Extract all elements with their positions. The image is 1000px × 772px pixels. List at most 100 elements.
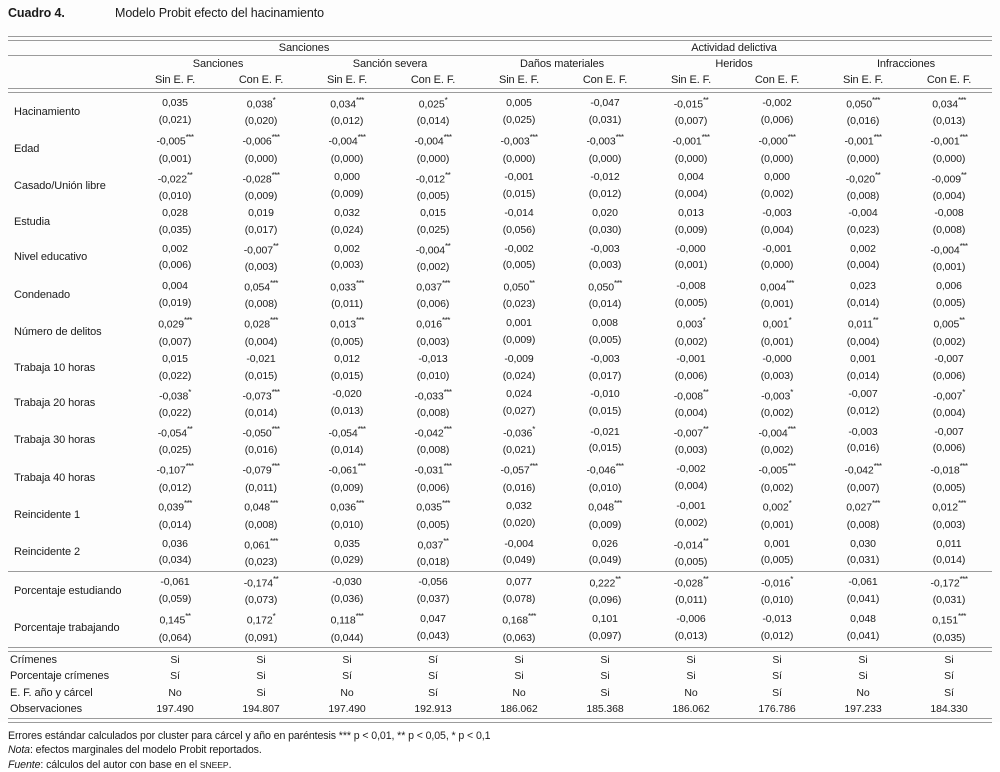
std-error-value: (0,000) (932, 152, 966, 165)
std-error-value: (0,016) (502, 481, 536, 494)
data-cell: 0,035 (0,021) (132, 95, 218, 129)
fuente-label: Fuente (8, 758, 41, 771)
std-error-value: (0,091) (244, 631, 278, 644)
coef-value: 0,047 (420, 613, 446, 626)
coef-value: -0,050*** (242, 424, 280, 440)
summary-row: E. F. año y cárcel No Si No Sí No Si No Sí No Sí (8, 685, 992, 702)
data-cell: 0,048 (0,041) (820, 611, 906, 645)
coef-value: -0,012 (590, 171, 620, 184)
coef-value: -0,030 (332, 575, 362, 588)
fuente-period: . (228, 758, 232, 771)
std-error-value: (0,001) (760, 298, 794, 311)
coef-value: 0,061*** (244, 536, 278, 552)
summary-cell: 194.807 (242, 703, 280, 716)
table-row: Trabaja 40 horas -0,107*** (0,012) -0,079**… (8, 459, 992, 496)
data-cell: 0,006 (0,005) (906, 278, 992, 312)
coef-value: -0,018*** (930, 462, 968, 477)
coef-value: 0,004 (162, 279, 188, 292)
coef-value: -0,021 (590, 425, 620, 438)
table-row: Trabaja 20 horas -0,038* (0,022) -0,073*** (… (8, 385, 992, 422)
coef-value: -0,013 (418, 352, 448, 365)
coef-value: 0,002 (334, 242, 360, 255)
row-label: Trabaja 30 horas (14, 434, 96, 447)
std-error-value: (0,005) (330, 335, 364, 348)
coef-value: 0,004 (678, 171, 704, 184)
coef-value: -0,061 (848, 575, 878, 588)
data-cell: 0,145** (0,064) (132, 609, 218, 646)
coef-value: -0,172*** (930, 575, 968, 590)
std-error-value: (0,003) (932, 518, 966, 531)
coef-value: 0,048*** (588, 499, 622, 514)
coef-value: -0,006*** (242, 133, 280, 148)
std-error-value: (0,003) (674, 444, 708, 457)
std-error-value: (0,009) (244, 190, 278, 203)
coef-value: -0,004*** (758, 424, 796, 440)
row-label: Número de delitos (14, 326, 102, 339)
std-error-value: (0,002) (674, 517, 708, 530)
std-error-value: (0,004) (932, 406, 966, 419)
data-cell: -0,001 (0,000) (734, 241, 820, 275)
std-error-value: (0,010) (588, 481, 622, 494)
data-cell: -0,021 (0,015) (562, 424, 648, 458)
column-header-row: Sin E. F. Con E. F. Sin E. F. Con E. F. Sin … (8, 72, 992, 88)
summary-row-label: Crímenes (10, 653, 57, 666)
col-header-sin-ef: Sin E. F. (326, 74, 368, 86)
coef-value: 0,028 (162, 206, 188, 219)
std-error-value: (0,008) (244, 298, 278, 311)
coef-value: 0,001 (764, 537, 790, 550)
std-error-value: (0,014) (158, 518, 192, 531)
summary-cell: Si (600, 653, 610, 666)
col-header-sin-ef: Sin E. F. (670, 74, 712, 86)
std-error-value: (0,016) (244, 444, 278, 457)
coef-value: -0,007* (933, 387, 965, 403)
row-label: Trabaja 20 horas (14, 397, 96, 410)
summary-cell: Sí (428, 670, 438, 683)
data-cell: -0,061*** (0,009) (304, 459, 390, 496)
data-cell: -0,042*** (0,007) (820, 459, 906, 496)
data-cell: -0,004*** (0,001) (906, 239, 992, 276)
data-cell: -0,009 (0,024) (476, 351, 562, 385)
data-cell: -0,003*** (0,000) (562, 130, 648, 167)
std-error-value: (0,016) (846, 115, 880, 128)
summary-cell: No (512, 686, 526, 699)
data-cell: -0,007 (0,006) (906, 424, 992, 458)
coef-value: -0,004** (415, 241, 451, 257)
std-error-value: (0,001) (158, 152, 192, 165)
std-error-value: (0,030) (588, 223, 622, 236)
std-error-value: (0,008) (932, 223, 966, 236)
data-cell: -0,050*** (0,016) (218, 422, 304, 459)
data-cell: 0,038* (0,020) (218, 93, 304, 130)
coef-value: 0,118*** (330, 612, 364, 627)
std-error-value: (0,002) (932, 335, 966, 348)
data-cell: -0,061 (0,041) (820, 574, 906, 608)
data-cell: 0,036*** (0,010) (304, 496, 390, 533)
data-cell: -0,073*** (0,014) (218, 385, 304, 422)
data-cell: -0,174** (0,073) (218, 572, 304, 609)
std-error-value: (0,006) (416, 298, 450, 311)
summary-cell: Si (256, 686, 266, 699)
std-error-value: (0,008) (846, 518, 880, 531)
coef-value: 0,011 (936, 537, 962, 550)
std-error-value: (0,004) (674, 188, 708, 201)
row-label: Casado/Unión libre (14, 180, 106, 193)
std-error-value: (0,004) (674, 406, 708, 419)
data-cell: -0,061 (0,059) (132, 574, 218, 608)
col-header-con-ef: Con E. F. (410, 74, 456, 86)
coef-value: -0,000 (676, 242, 706, 255)
data-cell: 0,029*** (0,007) (132, 313, 218, 350)
coef-value: -0,054** (157, 424, 193, 440)
coef-value: -0,004*** (328, 133, 366, 148)
std-error-value: (0,004) (244, 335, 278, 348)
table-row: Casado/Unión libre -0,022** (0,010) -0,028*… (8, 168, 992, 205)
coef-value: -0,008 (934, 206, 964, 219)
coef-value: -0,031*** (414, 462, 452, 477)
coef-value: 0,008 (592, 317, 618, 330)
data-cell: 0,005 (0,025) (476, 95, 562, 129)
std-error-value: (0,031) (846, 554, 880, 567)
std-error-value: (0,034) (158, 554, 192, 567)
std-error-value: (0,008) (846, 190, 880, 203)
data-cell: 0,050*** (0,016) (820, 93, 906, 130)
coef-value: -0,014** (673, 536, 709, 552)
std-error-value: (0,014) (416, 115, 450, 128)
std-error-value: (0,004) (846, 259, 880, 272)
